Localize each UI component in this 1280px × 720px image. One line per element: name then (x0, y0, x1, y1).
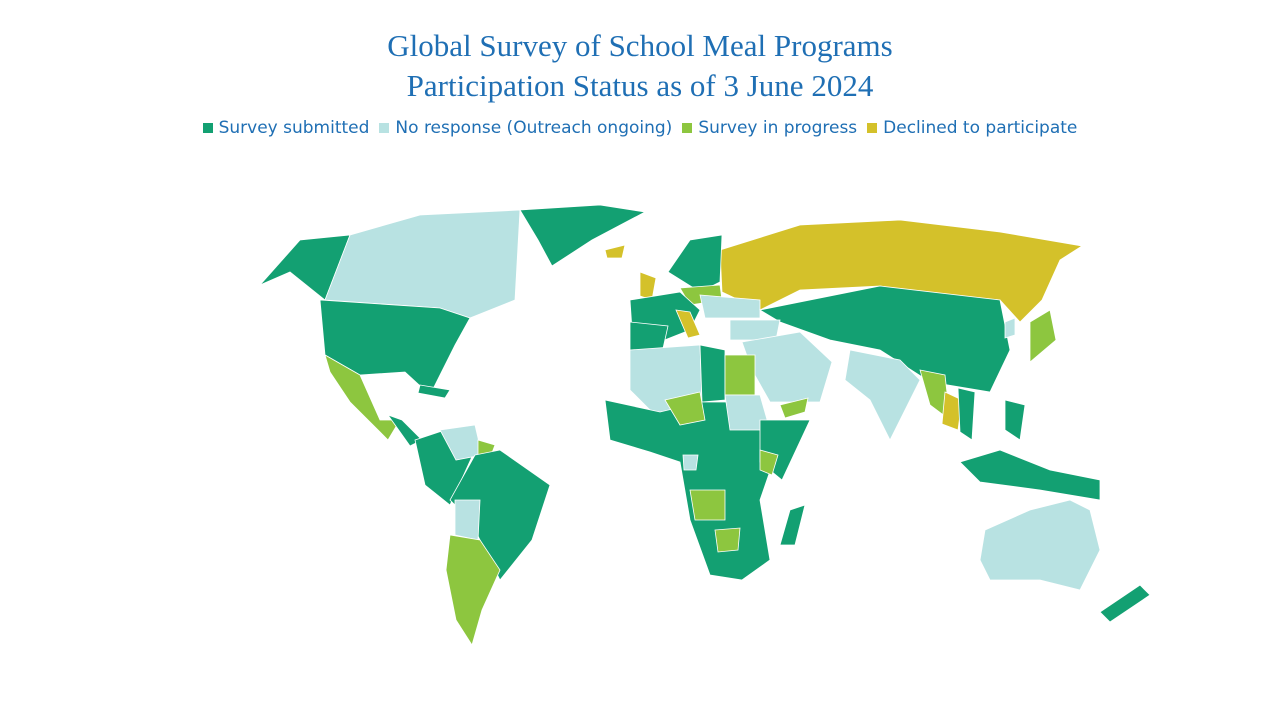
legend: Survey submitted No response (Outreach on… (0, 118, 1280, 138)
region (959, 449, 1101, 501)
countries (259, 204, 1151, 646)
legend-swatch (682, 123, 693, 133)
world-map (259, 204, 1151, 646)
region (519, 204, 647, 267)
legend-item: Survey submitted (202, 118, 370, 138)
region (1029, 309, 1057, 363)
legend-item: Declined to participate (867, 118, 1077, 138)
region (664, 391, 706, 426)
legend-label: Survey in progress (698, 118, 858, 138)
region (682, 454, 699, 471)
legend-swatch (202, 123, 213, 133)
region (667, 234, 723, 293)
region (758, 285, 1011, 393)
region (779, 504, 806, 546)
region (1004, 317, 1016, 339)
region (675, 309, 701, 339)
region (445, 534, 501, 646)
title: Global Survey of School Meal Programs Pa… (0, 26, 1280, 106)
legend-label: Survey submitted (218, 118, 370, 138)
region (417, 384, 451, 399)
title-line: Global Survey of School Meal Programs (387, 28, 893, 63)
region (844, 349, 921, 441)
legend-item: No response (Outreach ongoing) (379, 118, 672, 138)
legend-swatch (867, 123, 878, 133)
region (324, 209, 521, 319)
region (714, 527, 741, 553)
region (699, 344, 726, 403)
region (449, 449, 551, 581)
region (604, 244, 626, 259)
region (699, 294, 761, 319)
region (719, 219, 1084, 323)
legend-swatch (379, 123, 390, 133)
region (689, 489, 726, 521)
region (941, 391, 963, 431)
legend-label: No response (Outreach ongoing) (395, 118, 673, 138)
region (639, 271, 657, 301)
region (724, 354, 756, 396)
region (1099, 584, 1151, 623)
legend-label: Declined to participate (883, 118, 1078, 138)
region (454, 499, 481, 541)
region (741, 331, 833, 403)
legend-item: Survey in progress (682, 118, 857, 138)
region (759, 449, 779, 476)
region (324, 354, 401, 441)
region (1004, 399, 1026, 441)
region (779, 397, 809, 419)
region (979, 499, 1101, 591)
region (957, 387, 976, 441)
title-line: Participation Status as of 3 June 2024 (406, 68, 874, 103)
